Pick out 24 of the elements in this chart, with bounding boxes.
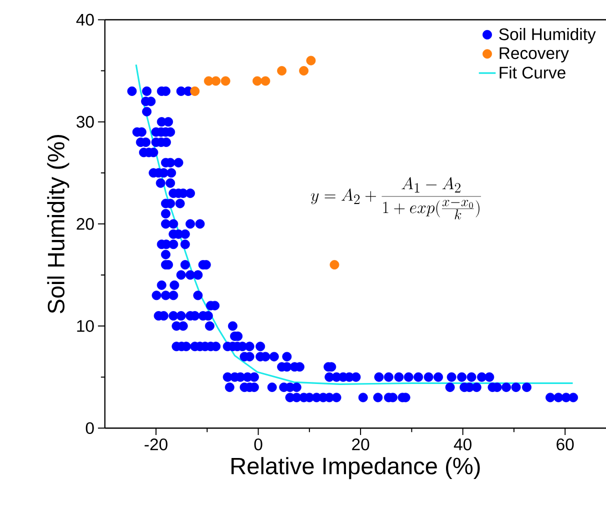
y-tick-label: 20 <box>76 218 94 230</box>
point <box>260 76 270 86</box>
x-axis-title: Relative Impedance (%) <box>232 457 480 480</box>
x-tick-label: -20 <box>144 438 168 450</box>
point <box>252 76 262 86</box>
y-tick-label: 0 <box>86 422 94 434</box>
point <box>330 260 340 270</box>
annotation: $y = A_2 + \frac{A_1 - A_2}{1 + exp(\frac{x - x_0}{k})}$ <box>310 177 481 220</box>
y-axis-title: Soil Humidity (%) <box>47 135 70 314</box>
x-tick-label: 40 <box>454 438 472 450</box>
x-tick-label: 60 <box>556 438 574 450</box>
legend-label: Soil Humidity <box>499 28 596 44</box>
x-tick-label: 0 <box>254 438 262 450</box>
point <box>306 56 316 66</box>
y-tick-label: 10 <box>77 320 94 332</box>
point <box>220 76 230 86</box>
legend-label: Recovery <box>500 48 569 62</box>
point <box>299 66 309 76</box>
y-tick-label: 30 <box>76 116 94 128</box>
point <box>211 76 221 86</box>
y-tick-label: 40 <box>76 14 94 26</box>
x-tick-label: 20 <box>352 438 370 450</box>
legend-label: Fit Curve <box>500 66 566 79</box>
point <box>277 66 287 76</box>
